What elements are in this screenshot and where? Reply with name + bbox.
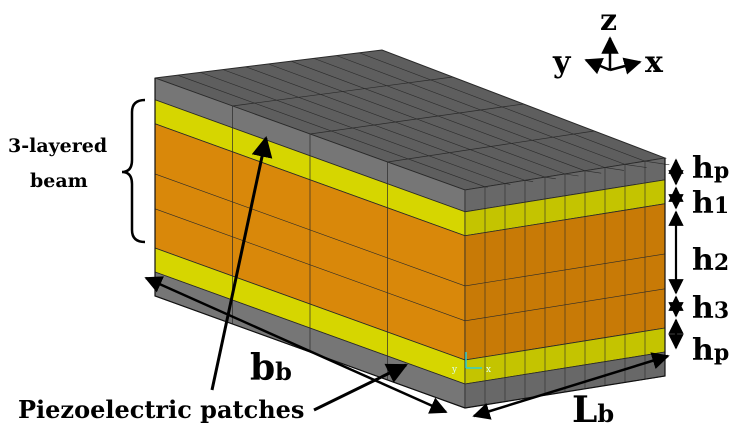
axis-y-label: y (552, 45, 572, 80)
axis-z-label: z (600, 3, 617, 38)
thickness-label: hp (692, 151, 729, 186)
thickness-label: hp (692, 333, 729, 368)
axis-x-label: x (645, 45, 664, 80)
coordinate-axes-icon: z y x (552, 3, 664, 80)
thickness-label: h2 (692, 243, 729, 278)
three-layer-brace: 3-layered beam (8, 100, 145, 242)
piezo-patch-label: Piezoelectric patches (18, 395, 304, 424)
brace-label-line1: 3-layered (8, 135, 107, 157)
thickness-label: h3 (692, 291, 729, 326)
beam-3d-model (155, 50, 669, 408)
mini-axis-x: x (486, 365, 491, 375)
thickness-label: h1 (692, 186, 729, 221)
mini-axis-y: y (451, 365, 458, 375)
width-label: bb (250, 347, 292, 389)
length-label: Lb (572, 389, 614, 431)
brace-label-line2: beam (30, 170, 88, 192)
